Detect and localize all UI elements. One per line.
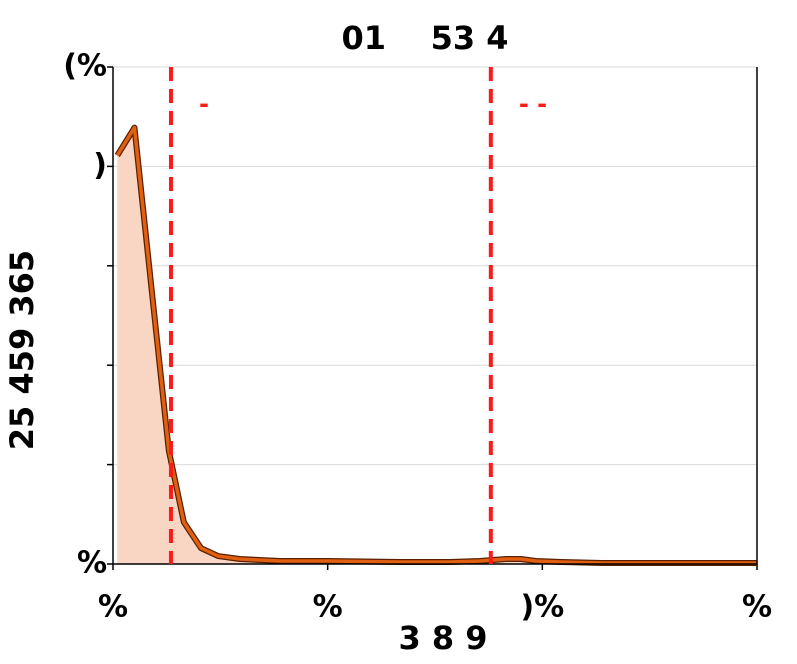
y-tick-label: (%: [63, 49, 107, 84]
area: [117, 127, 757, 564]
x-tick-label: %: [98, 590, 128, 625]
reference-label: -: [199, 90, 209, 118]
x-tick-label: %: [313, 590, 343, 625]
line: [115, 125, 757, 565]
chart-title: 01 53 4: [341, 19, 508, 57]
y-tick-label: %: [77, 546, 107, 581]
line-outline: [114, 124, 757, 567]
y-tick-label: ): [93, 148, 107, 183]
axis-frame: [112, 67, 758, 565]
y-axis-label: 25 459 365: [3, 250, 41, 450]
x-tick-label: %: [742, 590, 772, 625]
x-tick-label: )%: [520, 590, 564, 625]
reference-label: - -: [519, 90, 547, 118]
x-axis-label: 3 8 9: [398, 619, 487, 657]
